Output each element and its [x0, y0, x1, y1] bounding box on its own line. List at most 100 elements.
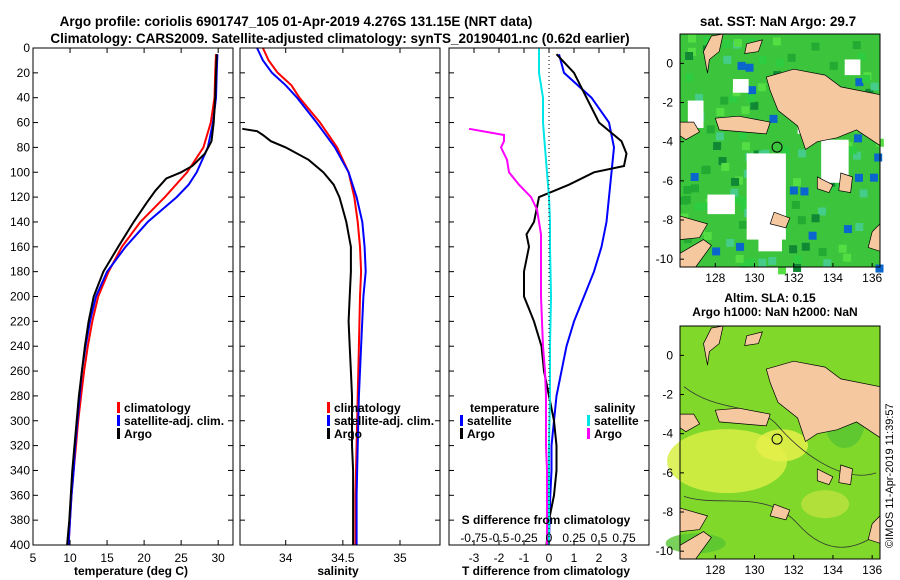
land-polygon-1: [714, 115, 771, 135]
difference-toplabel: S difference from climatology: [462, 513, 631, 527]
sst-pixel: [870, 173, 879, 182]
sst-pixel: [735, 254, 744, 263]
sst-pixel: [741, 106, 750, 115]
figure-title-line2: Climatology: CARS2009. Satellite-adjuste…: [50, 31, 629, 46]
series-line-0: [548, 53, 616, 546]
sst-pixel: [706, 125, 715, 134]
sst-pixel: [791, 200, 800, 209]
s-tick-label: 0.5: [591, 531, 608, 545]
sst-pixel: [699, 201, 708, 210]
map-y-tick-label: 0: [666, 56, 673, 70]
sst-pixel: [729, 94, 738, 103]
map-y-tick-label: -8: [662, 505, 673, 519]
sst-pixel: [859, 189, 868, 198]
x-tick-label: -1: [519, 551, 530, 565]
sst-pixel: [793, 178, 802, 187]
series-line-2: [66, 54, 218, 546]
x-tick-label: 34: [279, 551, 293, 565]
x-tick-label: -3: [469, 551, 480, 565]
sst-pixel: [690, 172, 699, 181]
sst-pixel: [701, 166, 710, 175]
map-x-tick-label: 136: [862, 563, 882, 577]
sst-pixel: [733, 38, 742, 47]
temperature-legend: climatology satellite-adj. clim. Argo: [117, 401, 224, 441]
salinity-legend: climatology satellite-adj. clim. Argo: [327, 401, 434, 441]
sst-pixel: [738, 220, 747, 229]
sst-pixel: [855, 78, 864, 87]
s-tick-label: -0.5: [489, 531, 510, 545]
y-tick-label: 20: [17, 66, 31, 80]
map-y-tick-label: -2: [662, 388, 673, 402]
x-tick-label: 10: [63, 551, 77, 565]
x-tick-label: -2: [494, 551, 505, 565]
legend-swatch-climatology: [117, 402, 120, 413]
sst-pixel: [730, 188, 739, 197]
figure-title-line1: Argo profile: coriolis 6901747_105 01-Ap…: [60, 14, 533, 29]
sst-pixel: [875, 264, 884, 273]
sst-pixel: [775, 58, 784, 67]
legend-swatch-t-satellite: [460, 415, 463, 426]
sst-pixel: [793, 255, 802, 264]
sst-pixel: [854, 134, 863, 143]
land-polygon-10: [769, 211, 791, 229]
sst-pixel: [690, 184, 699, 193]
sst-pixel: [741, 142, 750, 151]
legend-swatch-climatology: [327, 402, 330, 413]
series-line-2: [242, 127, 355, 545]
sst-pixel: [862, 74, 871, 83]
y-tick-label: 300: [10, 414, 30, 428]
sla-map-title: Altim. SLA: 0.15: [724, 291, 816, 305]
x-tick-label: 0: [546, 551, 553, 565]
sst-pixel: [713, 142, 722, 151]
sst-map: 128 130 132 134 136 0 -2 -4 -6 -8 -10: [656, 33, 884, 285]
legend-label-s-satellite: satellite: [594, 414, 639, 428]
y-tick-label: 40: [17, 91, 31, 105]
legend-title-temperature: temperature: [470, 401, 540, 415]
map-y-tick-label: -6: [662, 174, 673, 188]
y-tick-label: 340: [10, 463, 30, 477]
sst-cloud-gap: [732, 79, 749, 93]
sst-pixel: [781, 146, 790, 155]
map-y-tick-label: -2: [662, 96, 673, 110]
sst-pixel: [683, 235, 692, 244]
sst-pixel: [740, 259, 749, 268]
land-polygon-9: [816, 468, 834, 486]
y-tick-label: 60: [17, 116, 31, 130]
sst-pixel: [750, 101, 759, 110]
sst-pixel: [740, 197, 749, 206]
sst-pixel: [857, 52, 866, 61]
series-line-0: [67, 54, 217, 546]
legend-label-t-satellite: satellite: [467, 414, 512, 428]
legend-swatch-s-satellite: [587, 415, 590, 426]
y-tick-label: 140: [10, 215, 30, 229]
land-polygon-0: [765, 68, 881, 151]
y-tick-label: 220: [10, 314, 30, 328]
sst-pixel: [685, 73, 694, 82]
y-tick-label: 0: [23, 41, 30, 55]
x-tick-label: 35: [393, 551, 407, 565]
temperature-panel: 5 10 15 20 25 3002040608010012014016018020022…: [10, 41, 234, 565]
sst-pixel: [772, 37, 781, 46]
sst-pixel: [746, 94, 755, 103]
x-tick-label: 30: [212, 551, 226, 565]
sst-pixel: [843, 253, 852, 262]
sst-pixel: [758, 258, 767, 267]
map-frame: [679, 325, 881, 560]
map-x-tick-label: 128: [705, 563, 725, 577]
sst-pixel: [720, 96, 729, 105]
land-polygon-8: [744, 39, 763, 55]
map-y-tick-label: -4: [662, 427, 673, 441]
x-tick-label: 2: [596, 551, 603, 565]
legend-swatch-t-argo: [460, 428, 463, 439]
legend-swatch-argo: [327, 428, 330, 439]
y-tick-label: 320: [10, 439, 30, 453]
series-line-0: [261, 47, 363, 545]
legend-label-climatology: climatology: [124, 401, 191, 415]
sst-pixel: [854, 173, 863, 182]
land-polygon-6: [838, 172, 853, 194]
difference-panel: -3 -2 -1 0 1 2 3 -0.75 -0.5 -0.25 0 0.25 0.5 0.75: [448, 47, 650, 565]
s-tick-label: 0.25: [562, 531, 586, 545]
sst-pixel: [703, 36, 712, 45]
x-tick-label: 1: [571, 551, 578, 565]
